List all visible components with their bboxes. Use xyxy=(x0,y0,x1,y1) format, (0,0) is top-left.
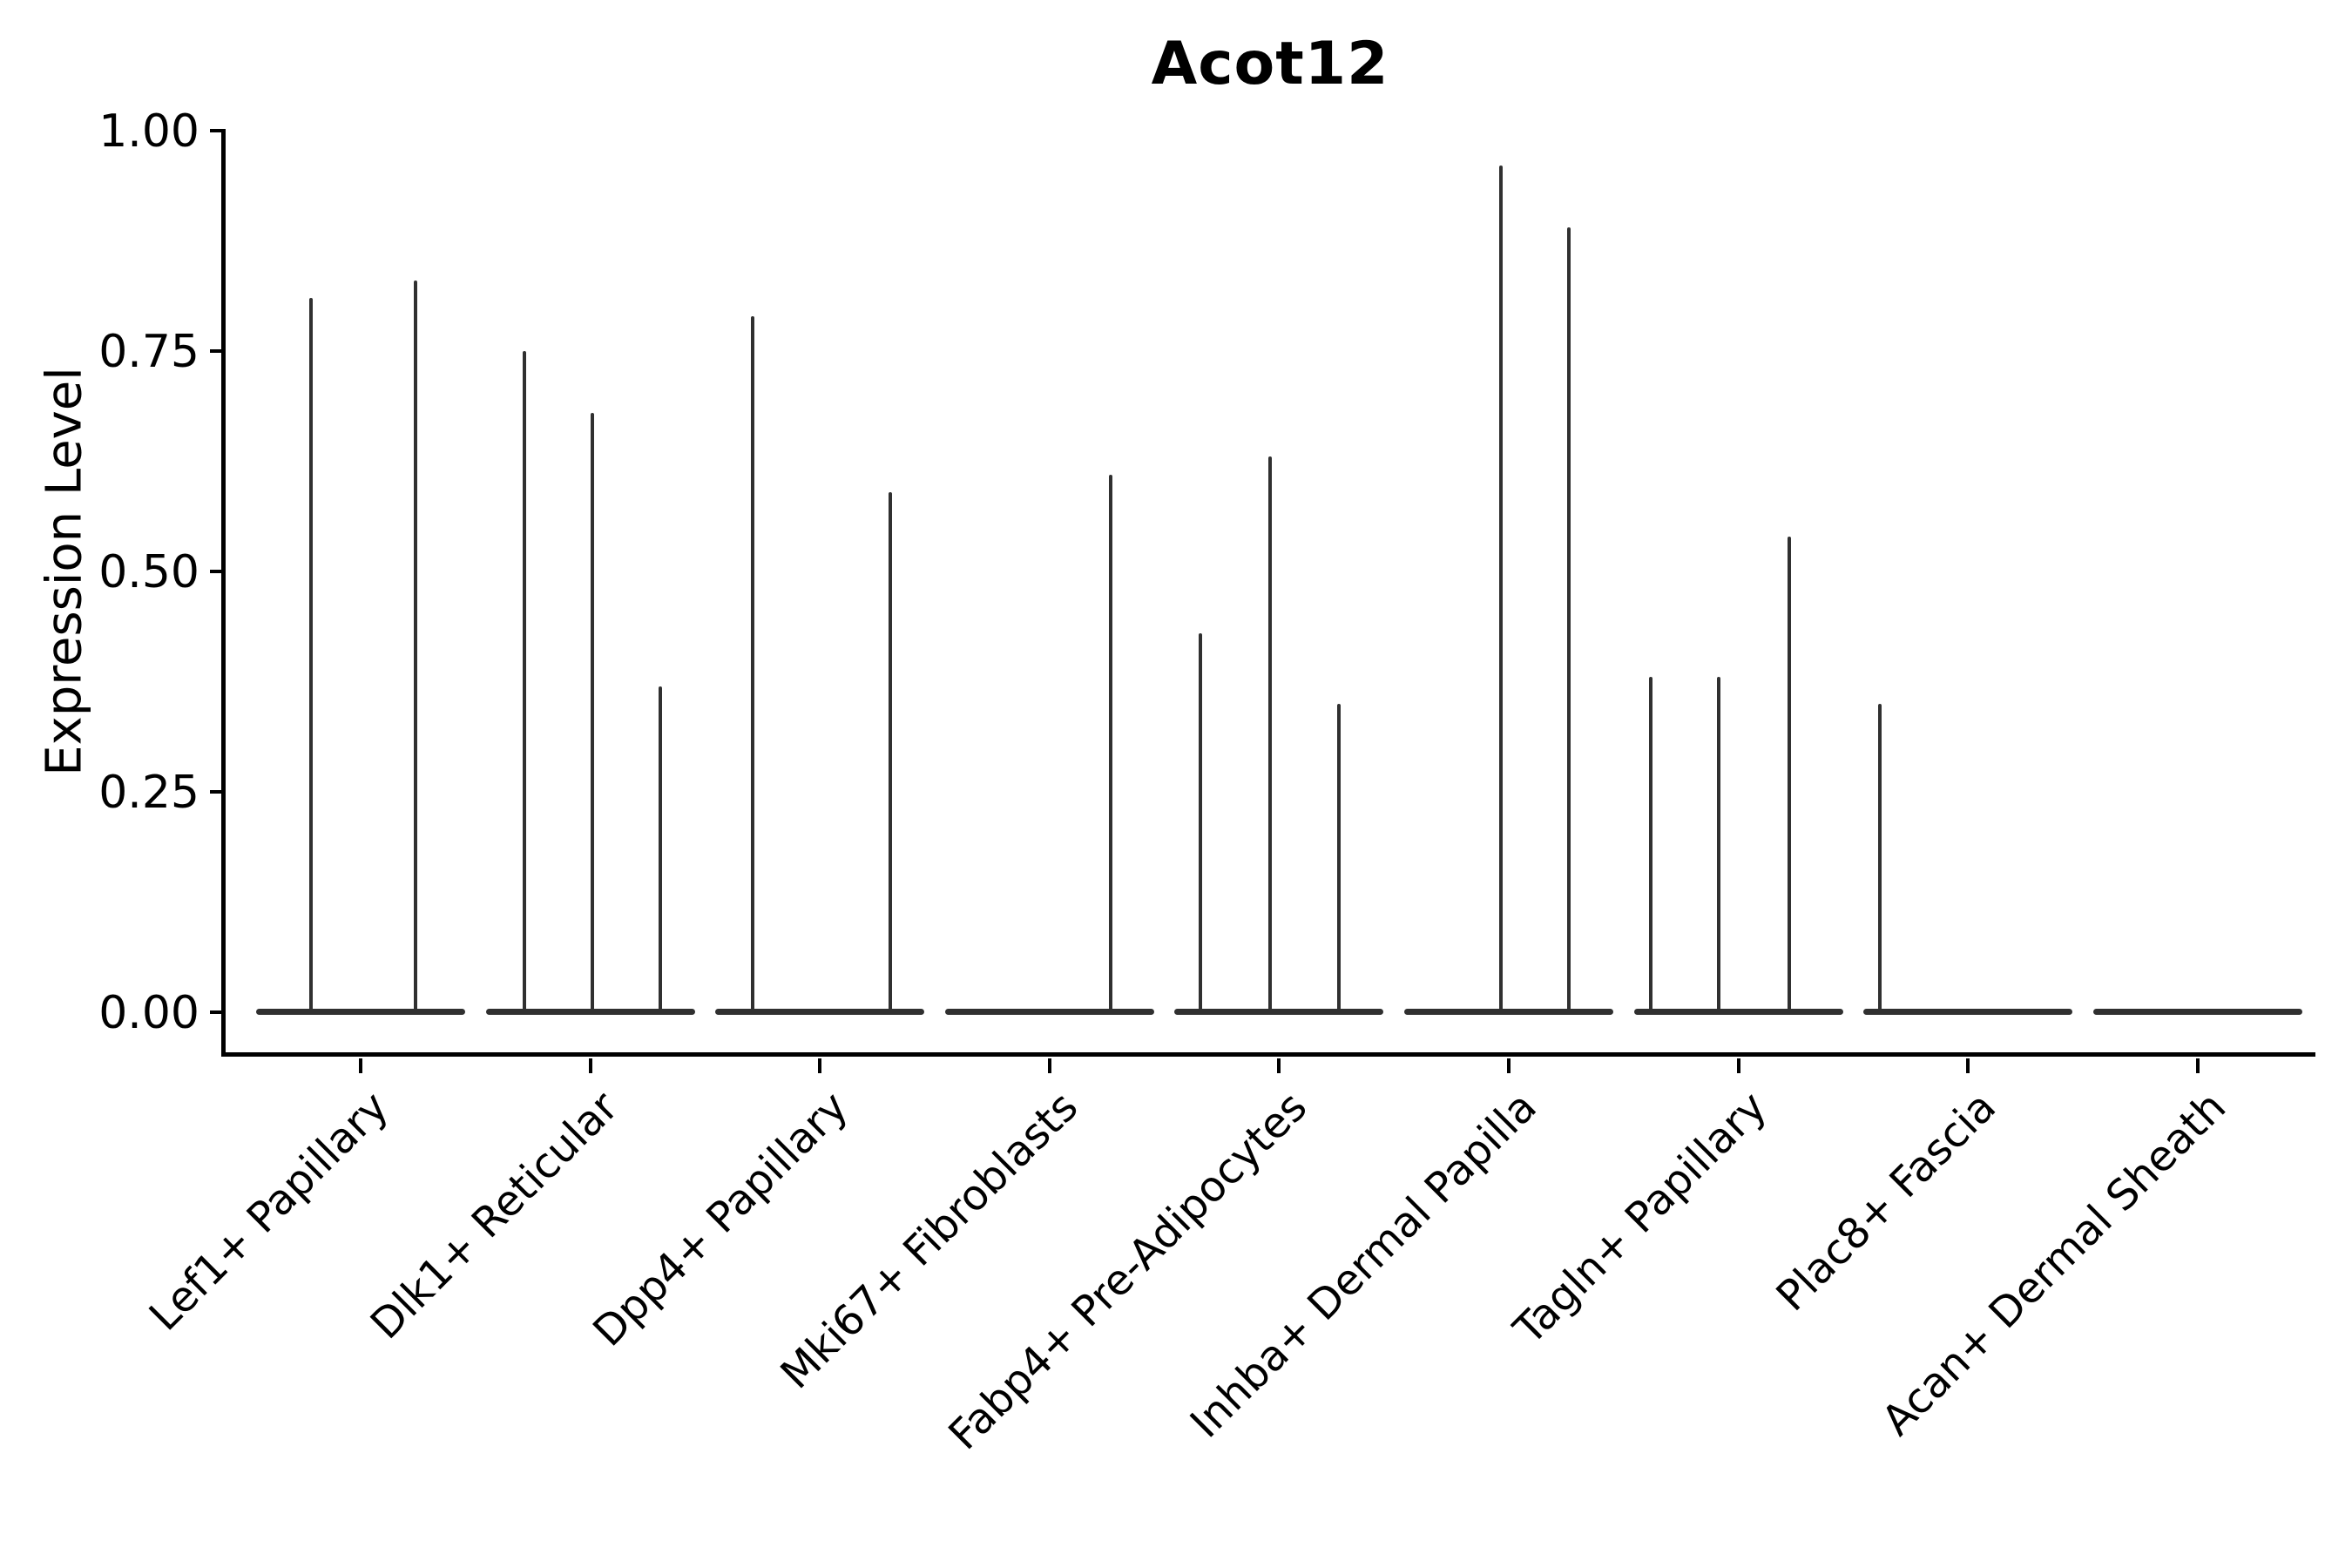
violin-strip xyxy=(1174,1009,1384,1015)
violin-spike xyxy=(309,298,313,1014)
violin-spike xyxy=(1878,703,1882,1014)
violin-strip xyxy=(256,1009,465,1015)
violin-spike xyxy=(1716,677,1720,1014)
violin-spike xyxy=(522,351,526,1014)
violin-spike xyxy=(1567,227,1571,1014)
x-tick-label: Tagln+ Papillary xyxy=(1504,1082,1776,1355)
y-tick xyxy=(210,790,225,794)
violin-strip xyxy=(2092,1009,2302,1015)
violin-spike xyxy=(1268,456,1273,1014)
y-axis-spine xyxy=(221,129,226,1056)
violin-spike xyxy=(590,412,594,1014)
x-tick-label: Plac8+ Fascia xyxy=(1767,1082,2006,1321)
y-tick-label: 0.75 xyxy=(98,326,199,378)
x-tick-label: Lef1+ Papillary xyxy=(140,1082,399,1341)
x-tick xyxy=(1966,1058,1970,1073)
chart-title: Acot12 xyxy=(1151,30,1389,98)
violin-strip xyxy=(1863,1009,2073,1015)
x-tick xyxy=(818,1058,822,1073)
violin-strip xyxy=(1404,1009,1613,1015)
x-tick xyxy=(2195,1058,2200,1073)
x-axis-spine xyxy=(221,1052,2315,1057)
y-tick xyxy=(210,570,225,573)
violin-spike xyxy=(1337,703,1342,1014)
y-tick-label: 0.50 xyxy=(98,546,199,598)
violin-spike xyxy=(889,491,893,1014)
x-tick xyxy=(1277,1058,1281,1073)
violin-strip xyxy=(715,1009,925,1015)
x-tick xyxy=(1047,1058,1051,1073)
y-tick-label: 0.25 xyxy=(98,767,199,819)
y-tick-label: 1.00 xyxy=(98,105,199,158)
x-tick xyxy=(588,1058,592,1073)
x-tick xyxy=(1736,1058,1740,1073)
violin-spike xyxy=(658,686,662,1014)
x-tick-label: Dlk1+ Reticular xyxy=(362,1082,628,1349)
violin-spike xyxy=(751,315,755,1014)
violin-strip xyxy=(944,1009,1154,1015)
violin-spike xyxy=(414,280,417,1014)
y-tick xyxy=(210,1010,225,1014)
violin-strip xyxy=(1633,1009,1843,1015)
violin-spike xyxy=(1499,166,1503,1014)
y-tick xyxy=(210,349,225,353)
violin-spike xyxy=(1648,677,1652,1014)
y-tick xyxy=(210,129,225,132)
violin-spike xyxy=(1199,632,1203,1014)
violin-spike xyxy=(1108,474,1112,1014)
y-tick-label: 0.00 xyxy=(98,987,199,1039)
x-tick-label: Dpp4+ Papillary xyxy=(584,1082,858,1356)
x-tick xyxy=(359,1058,362,1073)
violin-spike xyxy=(1787,536,1791,1014)
x-tick xyxy=(1507,1058,1511,1073)
